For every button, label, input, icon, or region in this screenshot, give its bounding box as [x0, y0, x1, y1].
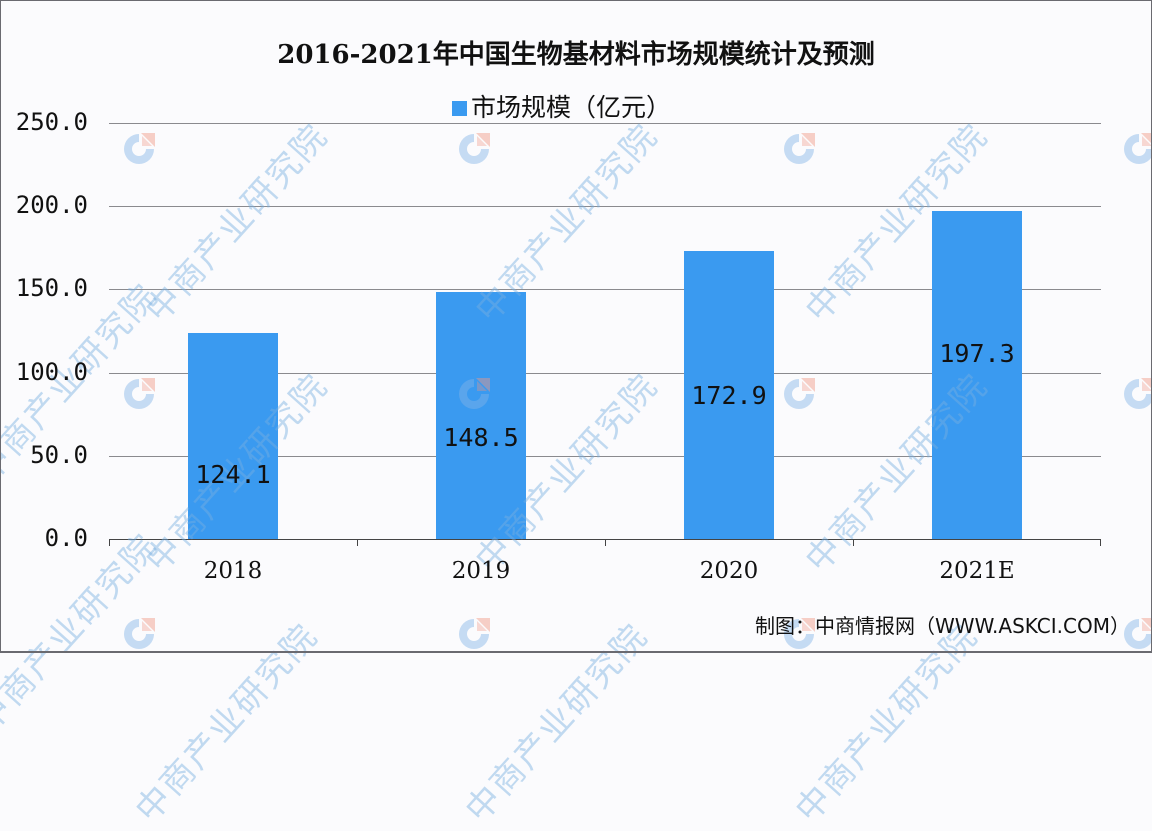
bar-value-label: 148.5: [443, 423, 519, 453]
x-tick-mark: [1100, 539, 1101, 546]
x-tick-mark: [605, 539, 606, 546]
y-tick-label: 50.0: [30, 440, 88, 469]
x-tick-label: 2018: [203, 558, 263, 584]
legend-swatch: [452, 100, 467, 116]
gridline: [109, 123, 1101, 124]
bar-2021e: [932, 210, 1022, 539]
x-tick-mark: [853, 539, 854, 546]
chart-title: 2016-2021年中国生物基材料市场规模统计及预测: [277, 40, 875, 70]
x-tick-label: 2021E: [939, 558, 1015, 584]
gridline: [109, 289, 1101, 291]
gridline: [109, 372, 1101, 374]
watermark-text: 中商产业研究院: [0, 526, 167, 741]
y-tick-label: 250.0: [15, 108, 88, 136]
x-tick-label: 2020: [699, 558, 759, 584]
bar-value-label: 124.1: [195, 459, 271, 489]
bar-2018: [188, 332, 278, 539]
bar-2020: [684, 251, 774, 539]
watermark-logo-icon: [455, 615, 493, 653]
plot-area: [109, 123, 1101, 546]
y-tick-label: 100.0: [15, 357, 88, 386]
bar-value-label: 172.9: [691, 381, 767, 411]
y-tick-label: 200.0: [15, 191, 88, 220]
watermark-logo-icon: [1120, 130, 1152, 168]
watermark-text: 中商产业研究院: [457, 616, 657, 831]
legend: 市场规模（亿元）: [452, 94, 671, 122]
y-tick-label: 0.0: [44, 524, 88, 552]
bar-value-label: 197.3: [939, 338, 1015, 368]
watermark-logo-icon: [1120, 375, 1152, 413]
y-tick-label: 150.0: [15, 274, 88, 303]
watermark-logo-icon: [120, 615, 158, 653]
source-credit: 制图：中商情报网（WWW.ASKCI.COM）: [755, 614, 1130, 638]
x-tick-mark: [357, 539, 358, 546]
legend-label: 市场规模（亿元）: [471, 93, 672, 122]
watermark-text: 中商产业研究院: [787, 616, 987, 831]
x-tick-mark: [109, 539, 110, 546]
bar-2019: [436, 291, 526, 539]
x-tick-label: 2019: [451, 558, 511, 584]
watermark-text: 中商产业研究院: [127, 616, 327, 831]
gridline: [109, 455, 1101, 457]
gridline: [109, 206, 1101, 208]
